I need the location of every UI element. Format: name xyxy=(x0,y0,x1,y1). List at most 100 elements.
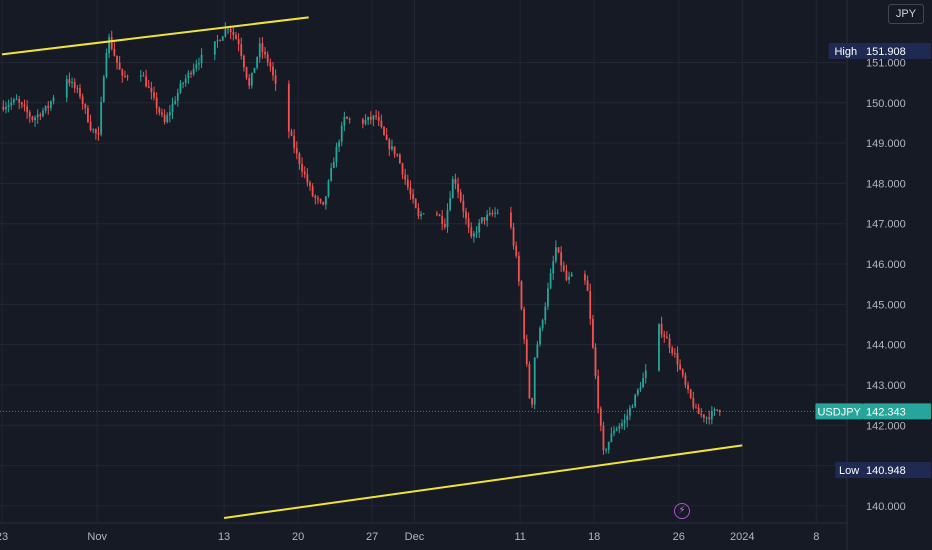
candle-body xyxy=(681,369,684,376)
candle-body xyxy=(383,127,385,135)
price-tick-label: 147.000 xyxy=(866,219,906,231)
candle-body xyxy=(636,389,639,395)
candle-body xyxy=(367,116,370,120)
candle-body xyxy=(126,76,129,78)
candle-body xyxy=(533,357,536,405)
candle-body xyxy=(116,55,118,63)
candle-body xyxy=(256,57,259,68)
trendlines[interactable] xyxy=(1,16,743,519)
candle-body xyxy=(176,92,179,101)
candle-body xyxy=(200,54,203,64)
candle-body xyxy=(404,174,407,180)
candle-body xyxy=(346,116,348,119)
candle-body xyxy=(451,179,454,199)
candle-body xyxy=(142,75,145,77)
candle-body xyxy=(76,87,79,89)
candle-body xyxy=(232,32,235,35)
candle-body xyxy=(523,308,526,340)
candle-body xyxy=(221,36,224,41)
candle-body xyxy=(216,40,219,42)
candle-body xyxy=(89,121,92,131)
candle-body xyxy=(388,139,391,150)
candle-body xyxy=(372,115,375,120)
candle-body xyxy=(155,97,158,109)
candle-body xyxy=(666,336,668,339)
candle-body xyxy=(243,55,245,68)
candle-body xyxy=(179,83,182,93)
candle-body xyxy=(380,120,383,128)
candle-body xyxy=(295,148,298,154)
candle-body xyxy=(319,199,322,202)
candle-body xyxy=(544,306,547,321)
candle-body xyxy=(36,114,39,118)
candle-body xyxy=(594,347,597,376)
candle-body xyxy=(50,101,52,108)
candle-body xyxy=(605,449,607,451)
time-tick-label: Dec xyxy=(405,531,425,543)
candle-body xyxy=(446,209,449,228)
time-tick-label: 26 xyxy=(673,531,685,543)
candle-body xyxy=(462,200,465,212)
low-badge: Low 140.948 xyxy=(835,462,931,478)
candle-body xyxy=(31,116,34,121)
candle-body xyxy=(393,146,396,155)
candle-body xyxy=(438,214,441,216)
candle-body xyxy=(369,116,372,120)
candle-body xyxy=(610,433,613,442)
candle-body xyxy=(343,116,346,126)
candle-body xyxy=(84,104,87,109)
candle-body xyxy=(618,426,621,429)
price-badges: High 151.908 Low 140.948 USDJPY 142.343 xyxy=(815,43,931,478)
candle-body xyxy=(473,233,475,237)
candle-body xyxy=(192,68,195,74)
price-axis[interactable]: 140.000141.000142.000143.000144.000145.0… xyxy=(866,57,906,512)
candle-body xyxy=(422,213,425,215)
candle-body xyxy=(414,199,417,208)
candle-body xyxy=(184,78,187,84)
candle-body xyxy=(147,86,150,88)
candle-body xyxy=(396,154,399,156)
candle-body xyxy=(409,187,412,195)
candle-body xyxy=(470,227,473,237)
time-axis[interactable]: 23 Nov 13 20 27 Dec 11 18 26 2024 8 xyxy=(0,531,819,543)
candle-body xyxy=(644,370,647,378)
candle-body xyxy=(398,154,401,164)
candle-body xyxy=(695,407,697,409)
candle-body xyxy=(174,100,177,104)
candle-body xyxy=(689,389,692,398)
price-tick-label: 145.000 xyxy=(866,299,906,311)
candle-body xyxy=(227,28,229,30)
candle-body xyxy=(314,195,317,198)
candle-body xyxy=(639,387,642,390)
candle-body xyxy=(512,227,515,246)
candle-body xyxy=(340,125,343,142)
candle-body xyxy=(663,334,666,337)
candle-body xyxy=(293,135,296,149)
candle-body xyxy=(258,43,261,58)
candle-body xyxy=(171,103,174,113)
candle-body xyxy=(525,339,528,365)
candle-body xyxy=(65,79,68,98)
candle-body xyxy=(71,82,73,84)
candle-body xyxy=(634,394,637,407)
high-badge-label: High xyxy=(834,46,857,58)
candle-body xyxy=(377,116,380,121)
high-badge-value: 151.908 xyxy=(866,46,906,58)
candle-body xyxy=(338,141,340,147)
candle-body xyxy=(435,213,438,215)
lightning-icon[interactable]: ⚡ xyxy=(674,503,690,519)
candle-body xyxy=(692,397,695,408)
candle-body xyxy=(237,39,240,45)
candle-body xyxy=(97,133,100,135)
candlestick-series xyxy=(2,22,721,455)
candle-body xyxy=(623,420,626,424)
candle-body xyxy=(412,194,415,200)
currency-button[interactable]: JPY xyxy=(888,4,924,24)
candle-body xyxy=(496,212,499,214)
candle-body xyxy=(322,201,325,205)
price-tick-label: 142.000 xyxy=(866,420,906,432)
candle-body xyxy=(417,207,420,217)
time-tick-label: 18 xyxy=(588,531,600,543)
